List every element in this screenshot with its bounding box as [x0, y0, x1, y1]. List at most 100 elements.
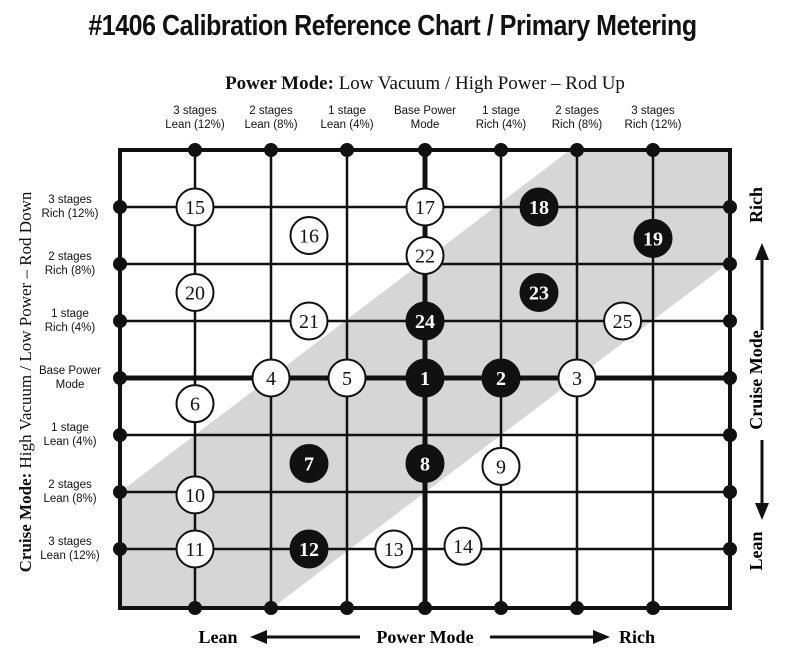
- node-20: 20: [175, 273, 215, 312]
- node-circle: [289, 216, 329, 255]
- row-label-line: 2 stages: [48, 479, 92, 491]
- node-circle: [481, 446, 521, 486]
- node-11: 11: [175, 529, 215, 569]
- edge-dot: [418, 143, 432, 157]
- node-number: 24: [415, 311, 435, 333]
- node-25: 25: [603, 301, 643, 341]
- node-number: 5: [342, 368, 352, 390]
- node-3: 3: [557, 358, 597, 398]
- row-label-line: Mode: [55, 379, 85, 391]
- node-circle: [519, 187, 559, 227]
- node-number: 7: [304, 454, 314, 476]
- column-label-line: Base Power: [393, 105, 456, 117]
- row-label-line: 1 stage: [51, 308, 89, 320]
- node-13: 13: [374, 529, 414, 569]
- edge-dot: [340, 601, 354, 615]
- node-number: 22: [415, 245, 435, 267]
- power-mode-axis-text: Low Vacuum / High Power – Rod Up: [338, 73, 625, 94]
- node-number: 16: [299, 226, 319, 248]
- bottom-right-arrow: [490, 630, 610, 644]
- node-1: 1: [405, 358, 445, 398]
- column-label-line: 1 stage: [482, 105, 520, 117]
- power-mode-axis-title: Power Mode: Low Vacuum / High Power – Ro…: [120, 73, 730, 95]
- edge-dot: [113, 428, 127, 442]
- node-18: 18: [519, 187, 559, 227]
- row-label-line: Lean (12%): [40, 550, 100, 562]
- node-8: 8: [405, 444, 445, 483]
- column-label-line: 2 stages: [249, 105, 293, 117]
- edge-dot: [723, 485, 737, 499]
- column-label: 3 stages Rich (12%): [613, 104, 693, 132]
- node-circle: [175, 384, 215, 424]
- node-circle: [251, 358, 291, 398]
- row-label: 2 stages Lean (8%): [30, 478, 110, 506]
- row-label-line: 3 stages: [48, 536, 92, 548]
- node-circle: [405, 301, 445, 341]
- bottom-left-arrow: [250, 630, 360, 644]
- edge-dot: [264, 601, 278, 615]
- node-number: 17: [415, 197, 435, 219]
- node-number: 2: [496, 368, 506, 390]
- right-axis-lean: Lean: [746, 531, 766, 570]
- node-circle: [557, 358, 597, 398]
- row-label-line: Lean (4%): [43, 436, 97, 448]
- node-number: 1: [420, 368, 430, 390]
- node-circle: [443, 526, 483, 566]
- node-9: 9: [481, 446, 521, 486]
- column-label-line: Rich (12%): [624, 119, 682, 131]
- column-label: 2 stages Rich (8%): [537, 104, 617, 132]
- column-label: 2 stages Lean (8%): [231, 104, 311, 132]
- edge-dot: [340, 143, 354, 157]
- node-number: 12: [299, 539, 319, 561]
- row-label-line: 2 stages: [48, 251, 92, 263]
- node-number: 20: [185, 283, 205, 305]
- right-axis-rich: Rich: [746, 187, 766, 223]
- edge-dot: [570, 601, 584, 615]
- row-label: 3 stages Rich (12%): [30, 193, 110, 221]
- column-label-line: Mode: [410, 119, 440, 131]
- power-mode-axis-bold: Power Mode:: [225, 73, 334, 94]
- column-label-line: Lean (12%): [165, 119, 225, 131]
- node-circle: [603, 301, 643, 341]
- node-5: 5: [327, 358, 367, 398]
- row-label-line: Base Power: [38, 365, 101, 377]
- node-number: 9: [496, 456, 506, 478]
- node-number: 14: [453, 536, 473, 558]
- node-circle: [405, 235, 445, 275]
- node-number: 15: [185, 197, 205, 219]
- edge-dot: [570, 143, 584, 157]
- right-axis-label: Cruise Mode: [746, 330, 766, 429]
- column-label-line: Lean (8%): [244, 119, 298, 131]
- node-number: 25: [613, 311, 633, 333]
- column-label: 1 stage Lean (4%): [307, 104, 387, 132]
- node-circle: [405, 444, 445, 483]
- node-number: 8: [420, 454, 430, 476]
- node-7: 7: [289, 444, 329, 483]
- edge-dot: [646, 143, 660, 157]
- edge-dot: [188, 143, 202, 157]
- node-circle: [289, 444, 329, 483]
- edge-dot: [264, 143, 278, 157]
- row-label: 2 stages Rich (8%): [30, 250, 110, 278]
- node-19: 19: [633, 218, 673, 258]
- node-23: 23: [519, 273, 559, 312]
- edge-dot: [646, 601, 660, 615]
- edge-dot: [723, 314, 737, 328]
- node-14: 14: [443, 526, 483, 566]
- edge-dot: [723, 371, 737, 385]
- node-circle: [289, 529, 329, 569]
- node-12: 12: [289, 529, 329, 569]
- row-label: 3 stages Lean (12%): [30, 535, 110, 563]
- bottom-axis-rich: Rich: [619, 627, 655, 647]
- node-circle: [633, 218, 673, 258]
- bottom-axis-label: Power Mode: [376, 627, 473, 647]
- node-circle: [519, 273, 559, 312]
- row-label-line: Lean (8%): [43, 493, 97, 505]
- node-circle: [405, 187, 445, 227]
- node-22: 22: [405, 235, 445, 275]
- edge-dots: [113, 143, 737, 615]
- right-up-arrow: [755, 243, 769, 330]
- column-label-line: Rich (8%): [551, 119, 603, 131]
- edge-dot: [113, 542, 127, 556]
- row-label-line: Rich (4%): [44, 322, 96, 334]
